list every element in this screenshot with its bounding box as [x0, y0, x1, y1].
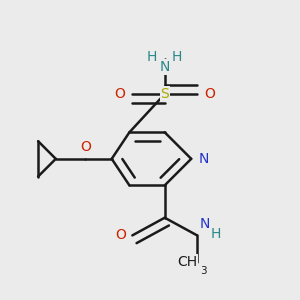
- Text: CH: CH: [177, 255, 197, 269]
- Text: S: S: [160, 87, 169, 101]
- Text: O: O: [205, 87, 215, 101]
- Text: N: N: [160, 60, 170, 74]
- Text: H: H: [210, 227, 221, 241]
- Text: O: O: [116, 228, 126, 242]
- Text: H: H: [172, 50, 182, 64]
- Text: N: N: [199, 152, 209, 166]
- Text: 3: 3: [200, 266, 207, 276]
- Text: O: O: [114, 87, 125, 101]
- Text: N: N: [200, 217, 210, 231]
- Text: H: H: [147, 50, 158, 64]
- Text: O: O: [80, 140, 91, 154]
